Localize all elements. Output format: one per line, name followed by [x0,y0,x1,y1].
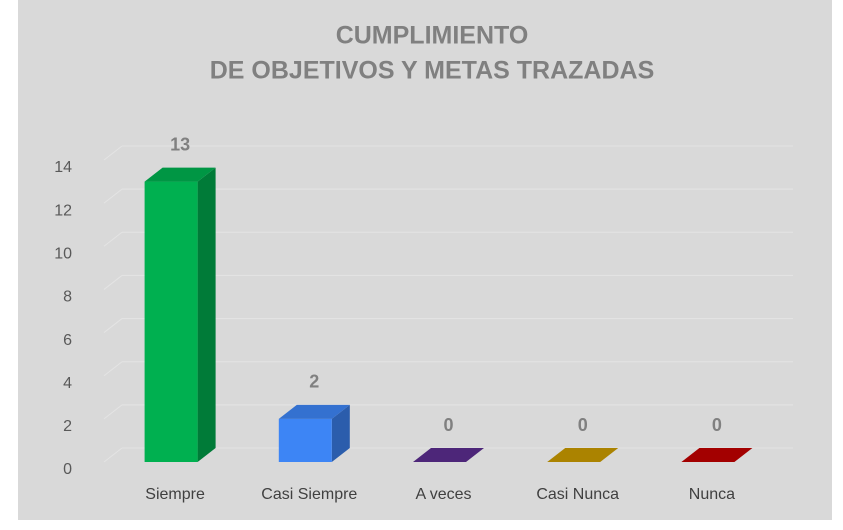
data-label: 2 [309,372,319,392]
bar-front [278,418,332,462]
bar-side [197,167,216,463]
data-label: 13 [170,134,190,154]
x-tick-label: Casi Nunca [536,486,619,503]
bar [278,404,350,462]
x-tick-label: Nunca [689,486,735,503]
y-tick-label: 12 [54,202,72,219]
chart-title: CUMPLIMIENTO [336,22,529,50]
grid-line [103,404,123,420]
bar-front [144,181,198,463]
y-tick-label: 0 [63,461,72,478]
bar-top [413,448,484,462]
y-tick-label: 6 [63,332,72,349]
grid-line [103,188,123,204]
x-tick-label: Casi Siempre [261,486,357,503]
bar [413,448,484,462]
bar-top [144,167,216,182]
y-tick-label: 14 [54,159,72,176]
bar-top [278,404,350,419]
y-tick-label: 4 [63,375,72,392]
data-label: 0 [578,415,588,435]
y-tick-label: 2 [63,418,72,435]
grid-line [103,361,123,377]
bar-top [681,448,753,462]
y-tick-label: 10 [54,246,72,263]
grid-line [103,231,123,247]
bar-top [547,448,619,462]
data-label: 0 [712,415,722,435]
y-tick-label: 8 [63,289,72,306]
grid-line [103,275,123,290]
x-tick-label: A veces [415,486,471,503]
bar [547,448,619,462]
x-tick-label: Siempre [145,486,205,503]
grid-line [103,318,123,333]
bar-side [331,404,350,462]
grid-line [103,447,123,463]
grid-line [103,145,123,161]
bar [144,167,216,463]
data-label: 0 [443,415,453,435]
bar [681,448,753,462]
chart-title: DE OBJETIVOS Y METAS TRAZADAS [210,57,655,85]
